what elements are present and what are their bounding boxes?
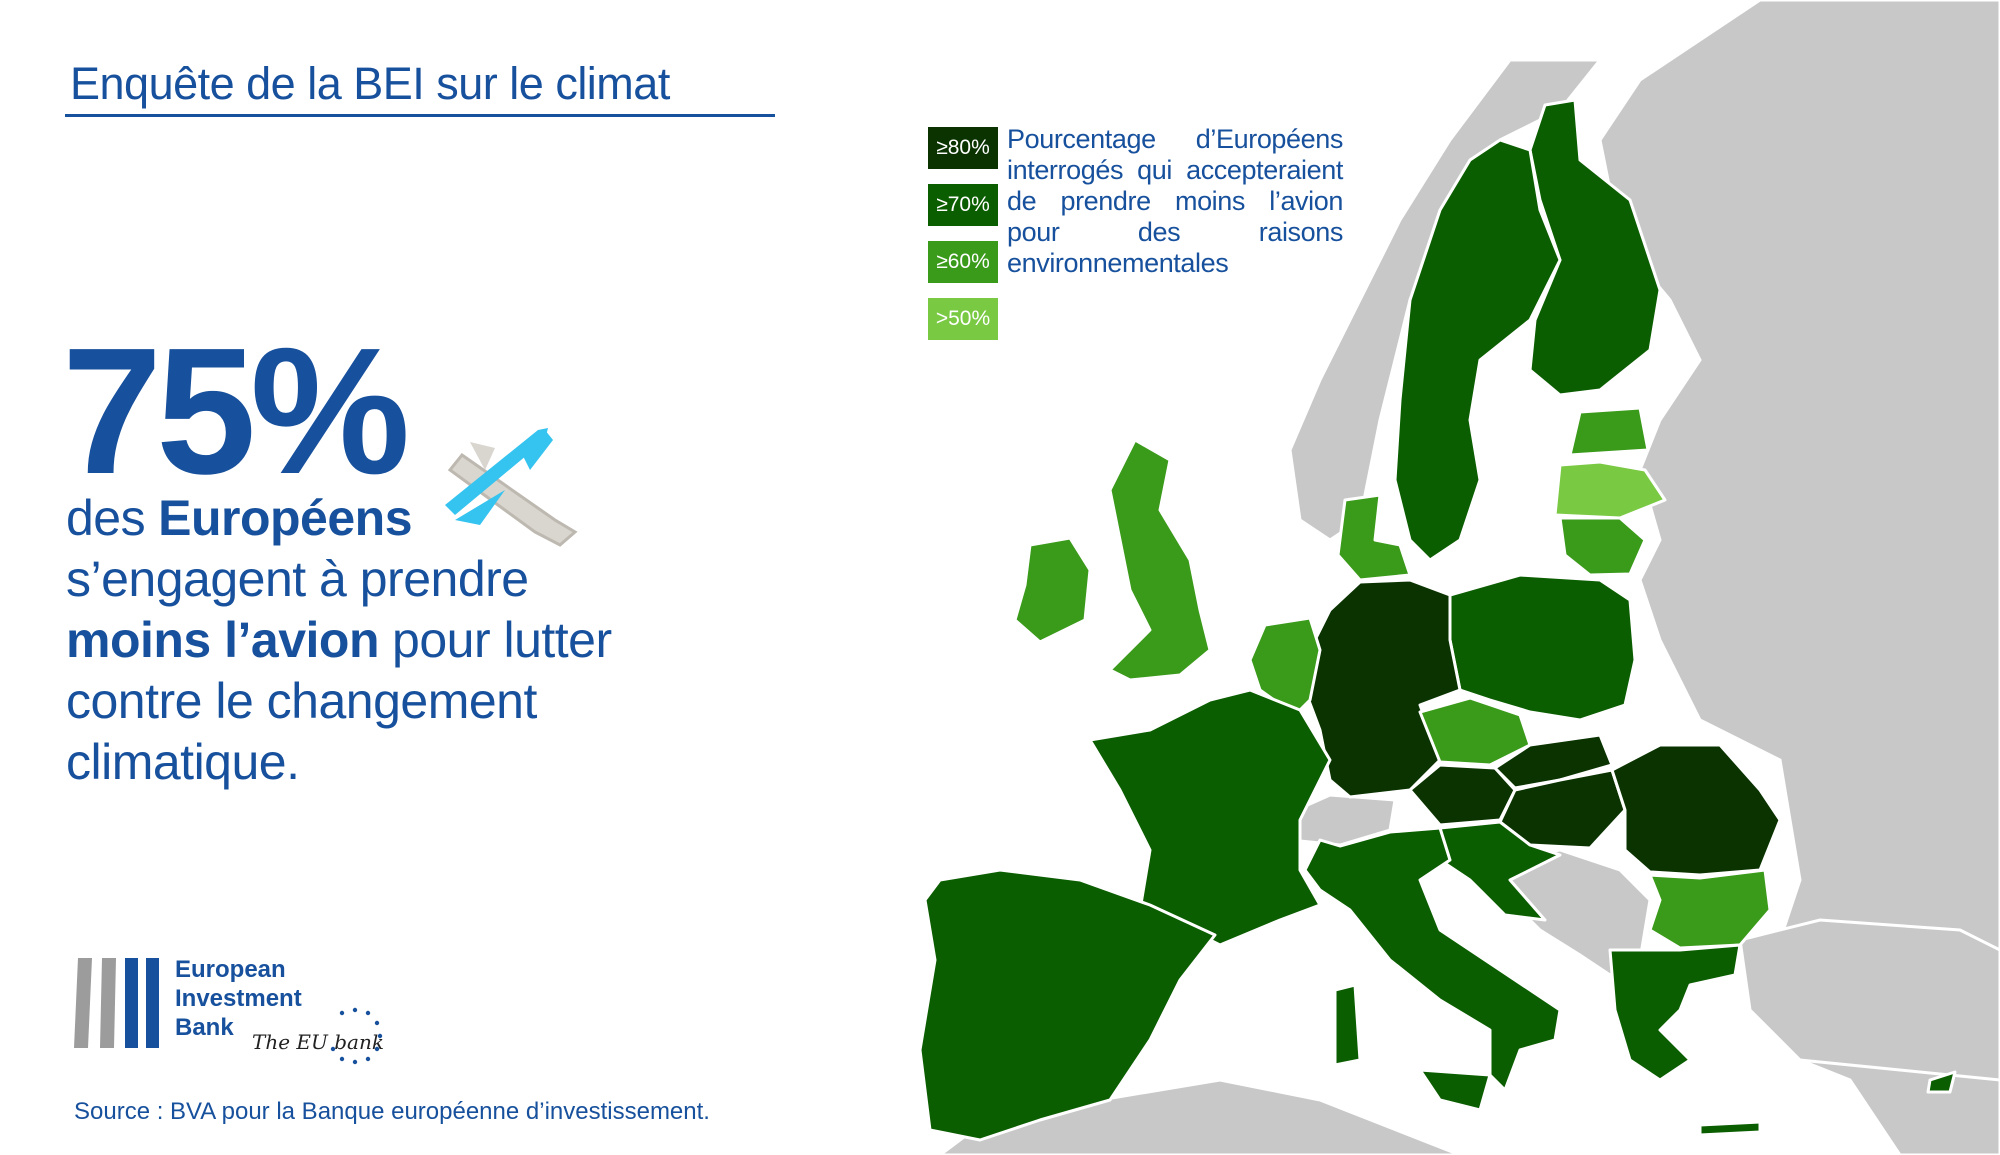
italy [1303, 826, 1562, 1092]
legend-description: Pourcentage d’Européens interrogés qui a… [1007, 124, 1343, 278]
headline-segment: Européens [158, 490, 413, 546]
croatia-slovenia [1438, 820, 1562, 922]
headline-segment: moins l’avion [66, 612, 380, 668]
headline-text: des Européens s’engagent à prendre moins l’… [66, 488, 612, 793]
headline-line: s’engagent à prendre [66, 549, 612, 610]
sardinia-corsica [1333, 983, 1362, 1067]
headline-segment: pour lutter [392, 612, 612, 668]
title: Enquête de la BEI sur le climat [70, 58, 670, 109]
headline-line: contre le changement [66, 671, 612, 732]
denmark [1336, 493, 1412, 582]
united-kingdom [1108, 438, 1212, 682]
eu-stars [330, 1007, 383, 1065]
headline-segment: s’engagent à prendre [66, 551, 529, 607]
title-underline [65, 114, 775, 117]
benelux [1248, 616, 1322, 717]
headline-line: climatique. [66, 732, 612, 793]
logo-text: European Investment Bank [175, 955, 302, 1042]
france [1088, 688, 1332, 947]
sicily [1418, 1068, 1492, 1112]
sweden [1393, 138, 1562, 562]
slovakia [1493, 733, 1614, 790]
cyprus [1926, 1070, 1957, 1094]
latvia [1553, 460, 1667, 520]
legend-swatch: ≥80% [928, 127, 998, 169]
headline-segment: contre le changement [66, 673, 537, 729]
greece [1608, 943, 1742, 1082]
headline-figure: 75% [62, 311, 410, 512]
legend-swatch: ≥60% [928, 241, 998, 283]
headline-line: moins l’avion pour lutter [66, 610, 612, 671]
finland [1528, 98, 1662, 397]
headline-segment: climatique. [66, 734, 300, 790]
ireland [1013, 536, 1092, 644]
turkey [1738, 918, 2000, 1082]
eib-logo-mark [74, 958, 159, 1048]
legend: ≥80% ≥70% ≥60% >50% [928, 127, 998, 355]
lithuania [1558, 516, 1647, 577]
logo-line: Investment [175, 985, 302, 1012]
legend-swatch: ≥70% [928, 184, 998, 226]
headline-segment: des [66, 490, 146, 546]
poland [1448, 573, 1637, 722]
logo-line: Bank [175, 1014, 234, 1041]
plane-icon [445, 428, 578, 547]
iberia [918, 868, 1217, 1142]
logo-line: European [175, 956, 286, 983]
romania [1610, 743, 1782, 877]
logo-tagline: The EU bank [252, 1030, 384, 1054]
estonia [1568, 406, 1650, 457]
legend-swatch: >50% [928, 298, 998, 340]
crete [1698, 1120, 1762, 1137]
headline-line: des Européens [66, 488, 612, 549]
source: Source : BVA pour la Banque européenne d… [74, 1098, 710, 1125]
